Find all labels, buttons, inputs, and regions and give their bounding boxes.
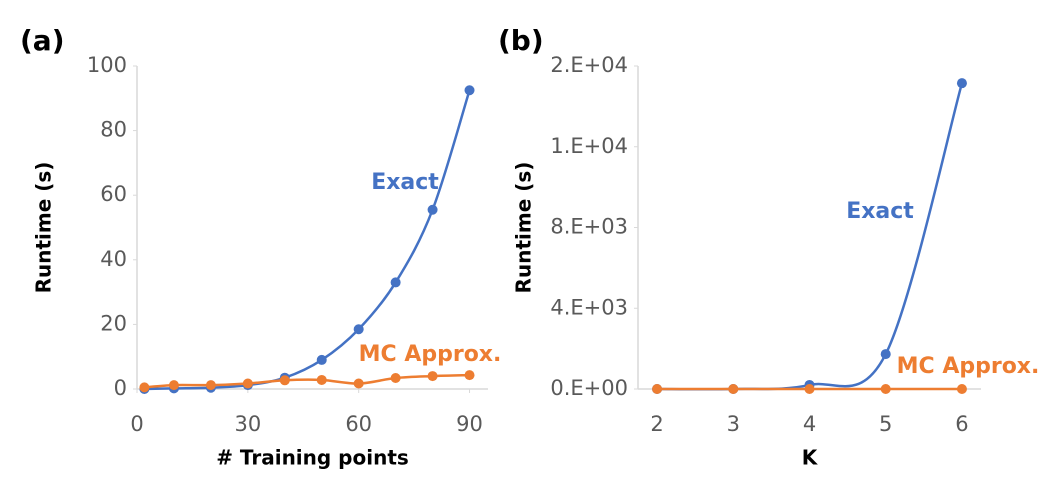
data-point	[353, 324, 364, 335]
y-tick-label: 100	[87, 53, 127, 77]
y-axis-title: Runtime (s)	[512, 162, 536, 294]
series-line	[144, 373, 470, 389]
data-point	[139, 382, 150, 393]
x-tick-label: 2	[650, 412, 663, 436]
data-point	[956, 78, 967, 89]
series-line	[657, 82, 964, 391]
data-point	[390, 277, 401, 288]
series-label: MC Approx.	[897, 354, 1040, 379]
data-point	[728, 384, 739, 394]
y-tick-label: 0.E+00	[550, 376, 628, 400]
y-axis-title: Runtime (s)	[32, 162, 56, 294]
data-point	[880, 349, 891, 360]
x-tick-label: 90	[456, 412, 483, 436]
x-tick-label: 4	[803, 412, 816, 436]
data-point	[804, 384, 815, 394]
x-tick-label: 60	[345, 412, 372, 436]
y-tick-label: 60	[100, 182, 127, 206]
x-tick-label: 0	[130, 412, 143, 436]
x-tick-label: 6	[955, 412, 968, 436]
y-tick-label: 0	[114, 376, 127, 400]
data-point	[242, 378, 253, 389]
x-axis-title: # Training points	[216, 446, 409, 470]
x-tick-label: 30	[234, 412, 261, 436]
data-point	[353, 378, 364, 389]
data-point	[205, 380, 216, 391]
y-tick-label: 4.E+03	[550, 295, 628, 319]
y-tick-label: 2.E+04	[550, 53, 628, 77]
data-point	[316, 374, 327, 385]
x-tick-label: 5	[879, 412, 892, 436]
y-tick-label: 8.E+03	[550, 215, 628, 239]
data-point	[279, 375, 290, 386]
y-tick-label: 40	[100, 247, 127, 271]
x-tick-label: 3	[727, 412, 740, 436]
data-point	[427, 204, 438, 215]
series-label: Exact	[846, 199, 914, 224]
series-label: MC Approx.	[359, 342, 502, 367]
y-tick-label: 20	[100, 311, 127, 335]
panel-label: (b)	[498, 24, 544, 57]
data-point	[390, 373, 401, 384]
series-label: Exact	[371, 170, 439, 195]
y-tick-label: 80	[100, 118, 127, 142]
data-point	[464, 85, 475, 96]
panel-label: (a)	[20, 24, 65, 57]
series-line	[144, 89, 471, 391]
x-axis-title: K	[802, 446, 819, 470]
data-point	[427, 371, 438, 382]
data-point	[168, 380, 179, 391]
data-point	[464, 370, 475, 381]
data-point	[316, 354, 327, 365]
y-tick-label: 1.E+04	[550, 134, 628, 158]
data-point	[880, 384, 891, 394]
data-point	[956, 384, 967, 394]
data-point	[652, 384, 663, 394]
